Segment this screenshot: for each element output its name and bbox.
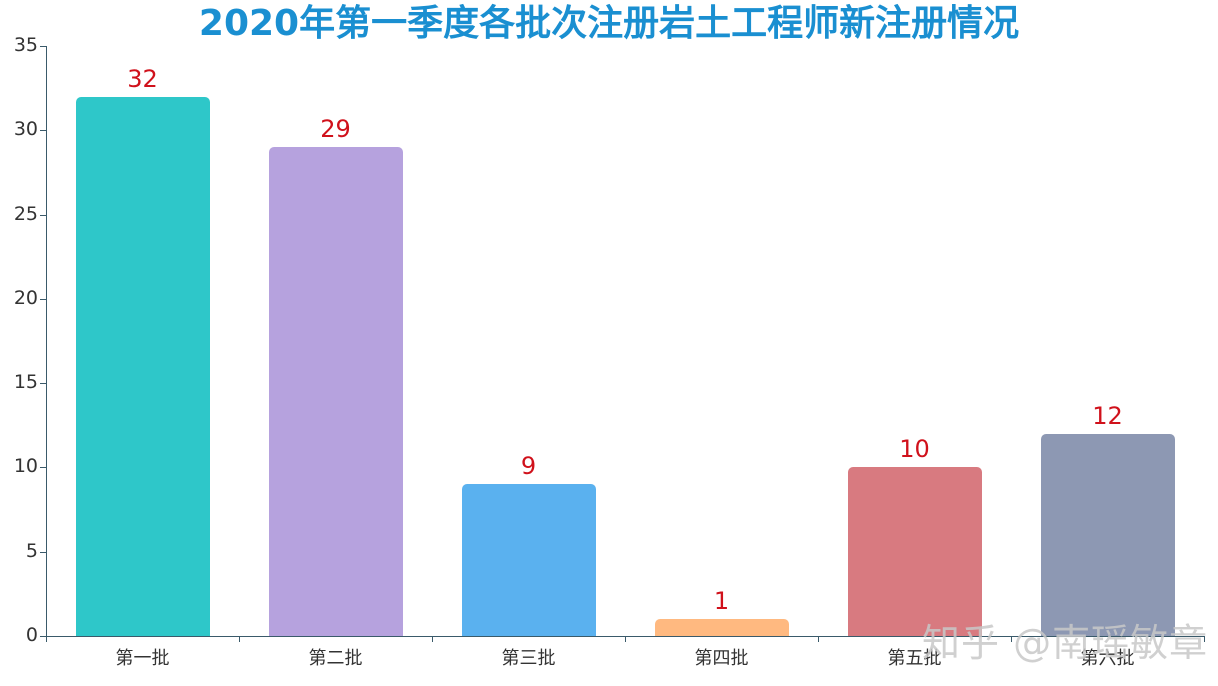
y-tick-label: 0 [25, 624, 38, 646]
x-tick [625, 636, 626, 642]
x-category-label: 第一批 [115, 648, 170, 669]
x-category-label: 第三批 [501, 648, 556, 669]
x-category-label: 第五批 [887, 648, 942, 669]
y-tick [40, 551, 46, 553]
y-tick-label: 25 [13, 202, 38, 225]
bar-value-label: 12 [1092, 401, 1123, 430]
bar-1[interactable] [75, 96, 210, 636]
y-tick [40, 130, 46, 132]
x-tick [1011, 636, 1012, 642]
bar-2[interactable] [268, 147, 403, 636]
bar-4[interactable] [654, 619, 789, 636]
x-tick [1204, 636, 1205, 642]
y-tick-label: 35 [13, 34, 38, 56]
bar-value-label: 32 [127, 64, 158, 93]
y-tick-label: 30 [13, 118, 38, 141]
y-tick-label: 20 [13, 286, 38, 309]
y-tick [40, 383, 46, 385]
y-axis [46, 46, 47, 636]
bar-6[interactable] [1040, 433, 1175, 636]
bar-value-label: 9 [520, 452, 537, 481]
bar-value-label: 10 [899, 435, 930, 464]
y-tick [40, 214, 46, 216]
x-tick [818, 636, 819, 642]
bar-value-label: 1 [713, 587, 730, 616]
x-category-label: 第六批 [1080, 648, 1135, 669]
bar-5[interactable] [847, 467, 982, 636]
bar-value-label: 29 [320, 115, 351, 144]
x-tick [46, 636, 47, 642]
x-tick [432, 636, 433, 642]
y-tick-label: 15 [13, 371, 38, 394]
y-tick [40, 467, 46, 469]
watermark: 知乎 @南瑶敏章 [922, 621, 1209, 665]
bar-3[interactable] [461, 484, 596, 636]
y-tick [40, 46, 46, 47]
y-tick-label: 10 [13, 455, 38, 478]
y-tick-label: 5 [25, 539, 38, 562]
chart-title: 2020年第一季度各批次注册岩土工程师新注册情况 [198, 3, 1020, 44]
x-axis [40, 636, 1205, 637]
x-category-label: 第二批 [308, 648, 363, 669]
y-tick [40, 298, 46, 300]
x-category-label: 第四批 [694, 648, 749, 669]
x-tick [239, 636, 240, 642]
